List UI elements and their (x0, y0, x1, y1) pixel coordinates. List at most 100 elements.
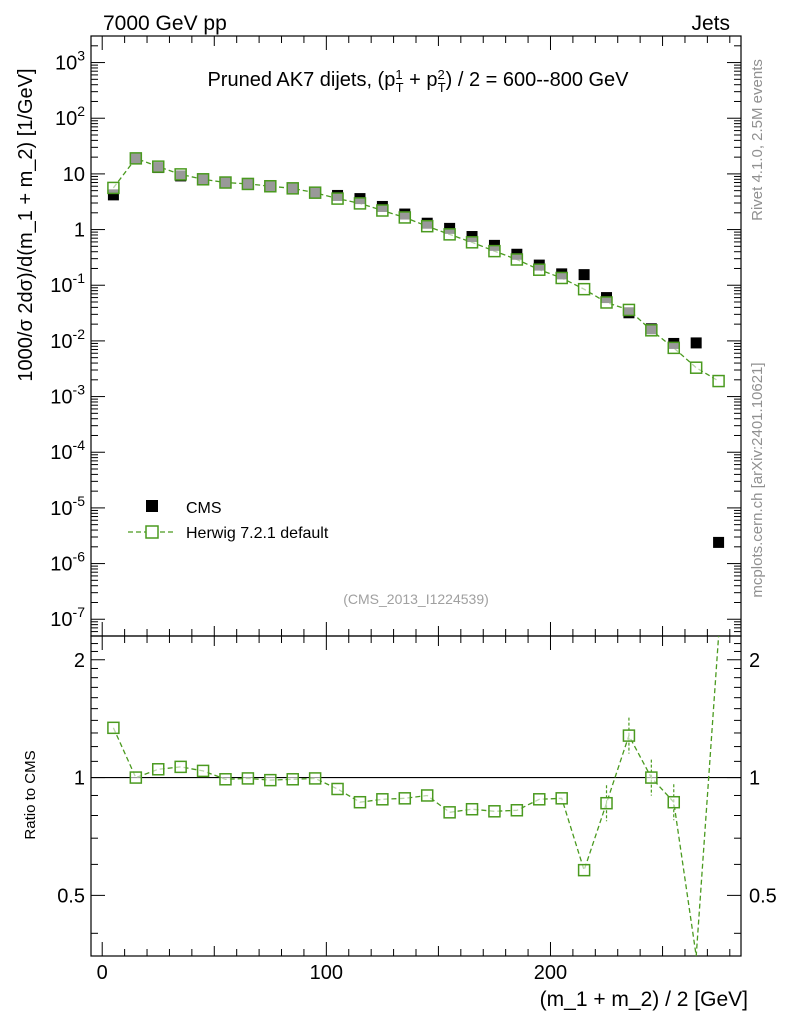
ratio-xtick-label: 100 (310, 962, 343, 984)
main-ytick-label: 102 (55, 103, 85, 130)
ratio-point (600, 796, 613, 810)
ratio-point (219, 773, 232, 786)
main-ytick-label: 10-4 (50, 437, 85, 464)
main-ytick-label: 103 (55, 48, 85, 75)
ratio-point (241, 772, 255, 785)
rivet-label: Rivet 4.1.0, 2.5M events (749, 59, 766, 221)
herwig-point (219, 176, 232, 189)
ratio-point (264, 773, 277, 787)
herwig-point (174, 168, 187, 181)
ratio-point (577, 863, 591, 877)
herwig-point (510, 253, 524, 266)
ratio-point (555, 792, 568, 805)
title-part: Pruned AK7 dijets, (p (207, 69, 395, 91)
legend-cms-label: CMS (186, 500, 222, 517)
ratio-point (533, 793, 546, 806)
legend: CMS Herwig 7.2.1 default (128, 500, 329, 542)
herwig-point (398, 211, 412, 224)
ratio-point (667, 795, 681, 809)
herwig-point (129, 152, 143, 165)
ratio-point (465, 802, 479, 816)
ratio-ytick-label-right: 0.5 (749, 885, 777, 907)
main-title: Pruned AK7 dijets, (p1 T + p2 T) / 2 = 600… (207, 67, 629, 95)
herwig-point (667, 341, 681, 355)
herwig-point (376, 204, 389, 217)
herwig-point (308, 186, 322, 199)
cms-point (578, 269, 590, 281)
herwig-point (353, 197, 367, 210)
header-right: Jets (691, 12, 730, 35)
herwig-point (286, 182, 299, 195)
ratio-point (286, 773, 299, 786)
title-part: 1 (395, 67, 402, 82)
ratio-point (129, 771, 143, 784)
herwig-point (555, 271, 568, 285)
herwig-point (645, 324, 658, 337)
herwig-point (533, 263, 546, 276)
main-ytick-label: 10-7 (50, 604, 85, 631)
ratio-ylabel: Ratio to CMS (22, 750, 39, 839)
ratio-point (308, 772, 322, 785)
ratio-ytick-label: 1 (74, 768, 85, 790)
ratio-point (645, 771, 658, 784)
title-part: T (396, 80, 404, 95)
main-ytick-label: 10-6 (50, 549, 85, 576)
main-ytick-label: 10 (63, 164, 85, 186)
herwig-point (443, 228, 456, 241)
main-panel-frame (90, 35, 742, 637)
main-ylabel: 1000/σ 2dσ)/d(m_1 + m_2) [1/GeV] (15, 68, 37, 381)
ratio-point (420, 789, 434, 802)
herwig-point (420, 219, 434, 233)
herwig-point (600, 296, 613, 309)
herwig-point (241, 177, 255, 191)
cms-point (713, 536, 725, 548)
ratio-point (443, 806, 456, 819)
main-ytick-label: 1 (74, 220, 85, 242)
main-ytick-label: 10-3 (50, 382, 85, 409)
ratio-point (488, 805, 501, 818)
herwig-point (107, 181, 120, 195)
cms-point (690, 337, 702, 349)
herwig-point (196, 173, 210, 186)
ratio-point (331, 782, 344, 796)
title-part: 2 (437, 67, 444, 82)
title-part: ) / 2 = 600--800 GeV (446, 69, 630, 91)
main-ytick-label: 10-5 (50, 493, 85, 520)
main-plot-area (107, 152, 725, 548)
herwig-point (689, 361, 703, 374)
main-ytick-label: 10-1 (50, 270, 85, 297)
herwig-point (622, 303, 636, 317)
ratio-point (376, 793, 389, 806)
legend-herwig-label: Herwig 7.2.1 default (186, 525, 329, 542)
ratio-xtick-label: 200 (534, 962, 567, 984)
ratio-point (174, 760, 187, 774)
ratio-point (151, 763, 165, 776)
header-left: 7000 GeV pp (103, 12, 227, 35)
ratio-ytick-label-right: 2 (749, 650, 760, 672)
ratio-panel-frame (90, 635, 742, 957)
herwig-point (331, 192, 344, 205)
herwig-point (577, 282, 591, 296)
mcplots-label: mcplots.cern.ch [arXiv:2401.10621] (749, 362, 766, 597)
ratio-point (353, 795, 367, 809)
ratio-point (510, 804, 524, 817)
ratio-ytick-label: 0.5 (57, 885, 85, 907)
title-part: + p (404, 69, 438, 91)
legend-cms-marker (146, 500, 158, 512)
ratio-point (196, 764, 210, 778)
herwig-point (465, 236, 479, 249)
cms-point (107, 189, 119, 201)
analysis-id: (CMS_2013_I1224539) (343, 591, 489, 607)
herwig-point (151, 160, 165, 173)
ratio-xlabel: (m_1 + m_2) / 2 [GeV] (540, 988, 748, 1011)
herwig-point (264, 179, 277, 193)
ratio-axes: 0.5 0.5 1 1 2 2 (57, 643, 777, 934)
herwig-point (712, 374, 725, 388)
herwig-point (488, 244, 501, 258)
title-part: T (438, 80, 446, 95)
ratio-point (107, 721, 120, 735)
ratio-xtick-label: 0 (97, 962, 108, 984)
ratio-point (398, 792, 412, 805)
